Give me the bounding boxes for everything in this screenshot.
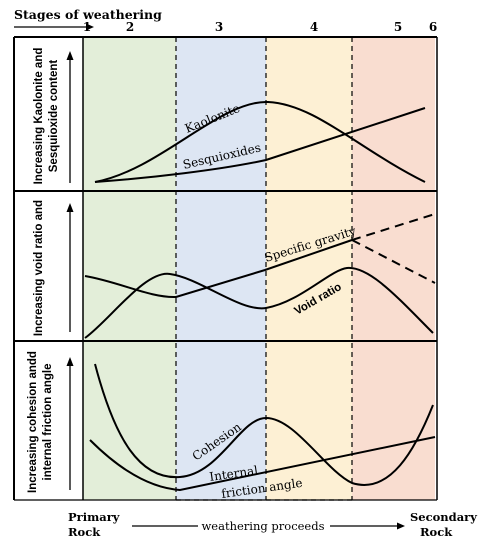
bottom-axis-label-line1: Increasing cohesion andd — [27, 351, 39, 493]
weathering-proceeds-label: weathering proceeds — [201, 519, 324, 533]
zone-yellow — [266, 37, 352, 500]
internal-friction-curve — [89, 436, 436, 492]
top-axis-label-line1: Increasing Kaolonite and — [33, 48, 45, 185]
specific-gravity-dashed-lower — [351, 239, 436, 284]
primary-rock-line2: Rock — [68, 525, 101, 539]
middle-axis-label-line1: Increasing void ratio and — [33, 200, 45, 336]
bottom-axis-label-line2: internal friction angle — [42, 364, 54, 481]
zone-peach — [352, 37, 435, 500]
specific-gravity-curve — [84, 239, 353, 299]
internal-friction-label-line1: Internal — [208, 463, 258, 484]
sesquioxides-curve — [94, 107, 426, 183]
weathering-arrowhead — [397, 522, 405, 530]
bottom-up-arrow — [66, 357, 74, 490]
kaolonite-curve — [94, 100, 426, 183]
top-up-arrow — [66, 51, 74, 183]
primary-rock-line1: Primary — [68, 510, 120, 524]
void-ratio-curve — [84, 266, 434, 339]
stage-5: 5 — [394, 20, 402, 34]
top-axis-label: Increasing Kaolonite and Sesquioxide con… — [33, 48, 60, 185]
header-title: Stages of weathering — [14, 7, 162, 22]
secondary-rock-line2: Rock — [420, 525, 453, 539]
header-arrowhead — [86, 23, 94, 31]
zone-green — [83, 37, 176, 500]
stage-1: 1 — [83, 20, 91, 34]
stage-3: 3 — [215, 20, 223, 34]
secondary-rock-line1: Secondary — [410, 510, 477, 524]
cohesion-curve — [94, 363, 434, 486]
stage-4: 4 — [310, 20, 318, 34]
middle-up-arrow — [66, 203, 74, 332]
stage-2: 2 — [126, 20, 134, 34]
top-axis-label-line2: Sesquioxide content — [48, 60, 60, 173]
middle-axis-label: Increasing void ratio and — [33, 200, 45, 336]
stage-6: 6 — [429, 20, 437, 34]
bottom-axis-label: Increasing cohesion andd internal fricti… — [27, 351, 54, 493]
